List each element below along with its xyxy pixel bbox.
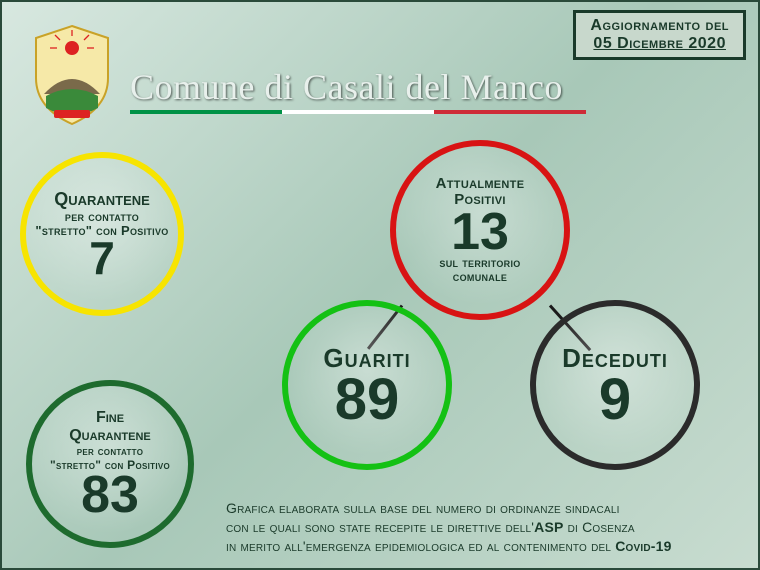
footer-line: con le quali sono state recepite le dire…	[226, 518, 746, 537]
positive-value: 13	[451, 209, 509, 256]
quarantine-value: 7	[89, 238, 115, 279]
end-quarantine-value: 83	[81, 472, 139, 519]
text: con le quali sono state recepite le dire…	[226, 519, 534, 535]
label: Quarantene	[54, 189, 150, 210]
flag-white	[282, 110, 434, 114]
label: Quarantene	[69, 427, 151, 445]
footer-line: Grafica elaborata sulla base del numero …	[226, 499, 746, 518]
label: per contatto	[77, 445, 144, 458]
deceased-circle: Deceduti 9	[530, 300, 700, 470]
end-quarantine-circle: Fine Quarantene per contatto "stretto" c…	[26, 380, 194, 548]
label: comunale	[453, 270, 507, 284]
flag-red	[434, 110, 586, 114]
quarantine-circle: Quarantene per contatto "stretto" con Po…	[20, 152, 184, 316]
footer-line: in merito all'emergenza epidemiologica e…	[226, 537, 746, 556]
flag-green	[130, 110, 282, 114]
update-label: Aggiornamento del	[590, 17, 729, 35]
positive-circle: Attualmente Positivi 13 sul territorio c…	[390, 140, 570, 320]
label: sul territorio	[439, 256, 520, 270]
covid-label: Covid-19	[615, 538, 671, 554]
update-date-box: Aggiornamento del 05 Dicembre 2020	[573, 10, 746, 60]
municipal-crest-icon	[30, 24, 114, 128]
text: in merito all'emergenza epidemiologica e…	[226, 538, 615, 554]
footer-note: Grafica elaborata sulla base del numero …	[226, 499, 746, 556]
text: di Cosenza	[564, 519, 635, 535]
label: per contatto	[65, 210, 139, 224]
deceased-value: 9	[599, 374, 631, 426]
recovered-circle: Guariti 89	[282, 300, 452, 470]
italian-flag-divider	[130, 110, 586, 114]
asp-abbrev: ASP	[534, 519, 563, 535]
label: Attualmente	[436, 176, 525, 193]
recovered-value: 89	[335, 374, 400, 426]
update-date: 05 Dicembre 2020	[590, 35, 729, 53]
label: Fine	[96, 409, 124, 427]
page-title: Comune di Casali del Manco	[130, 66, 563, 108]
